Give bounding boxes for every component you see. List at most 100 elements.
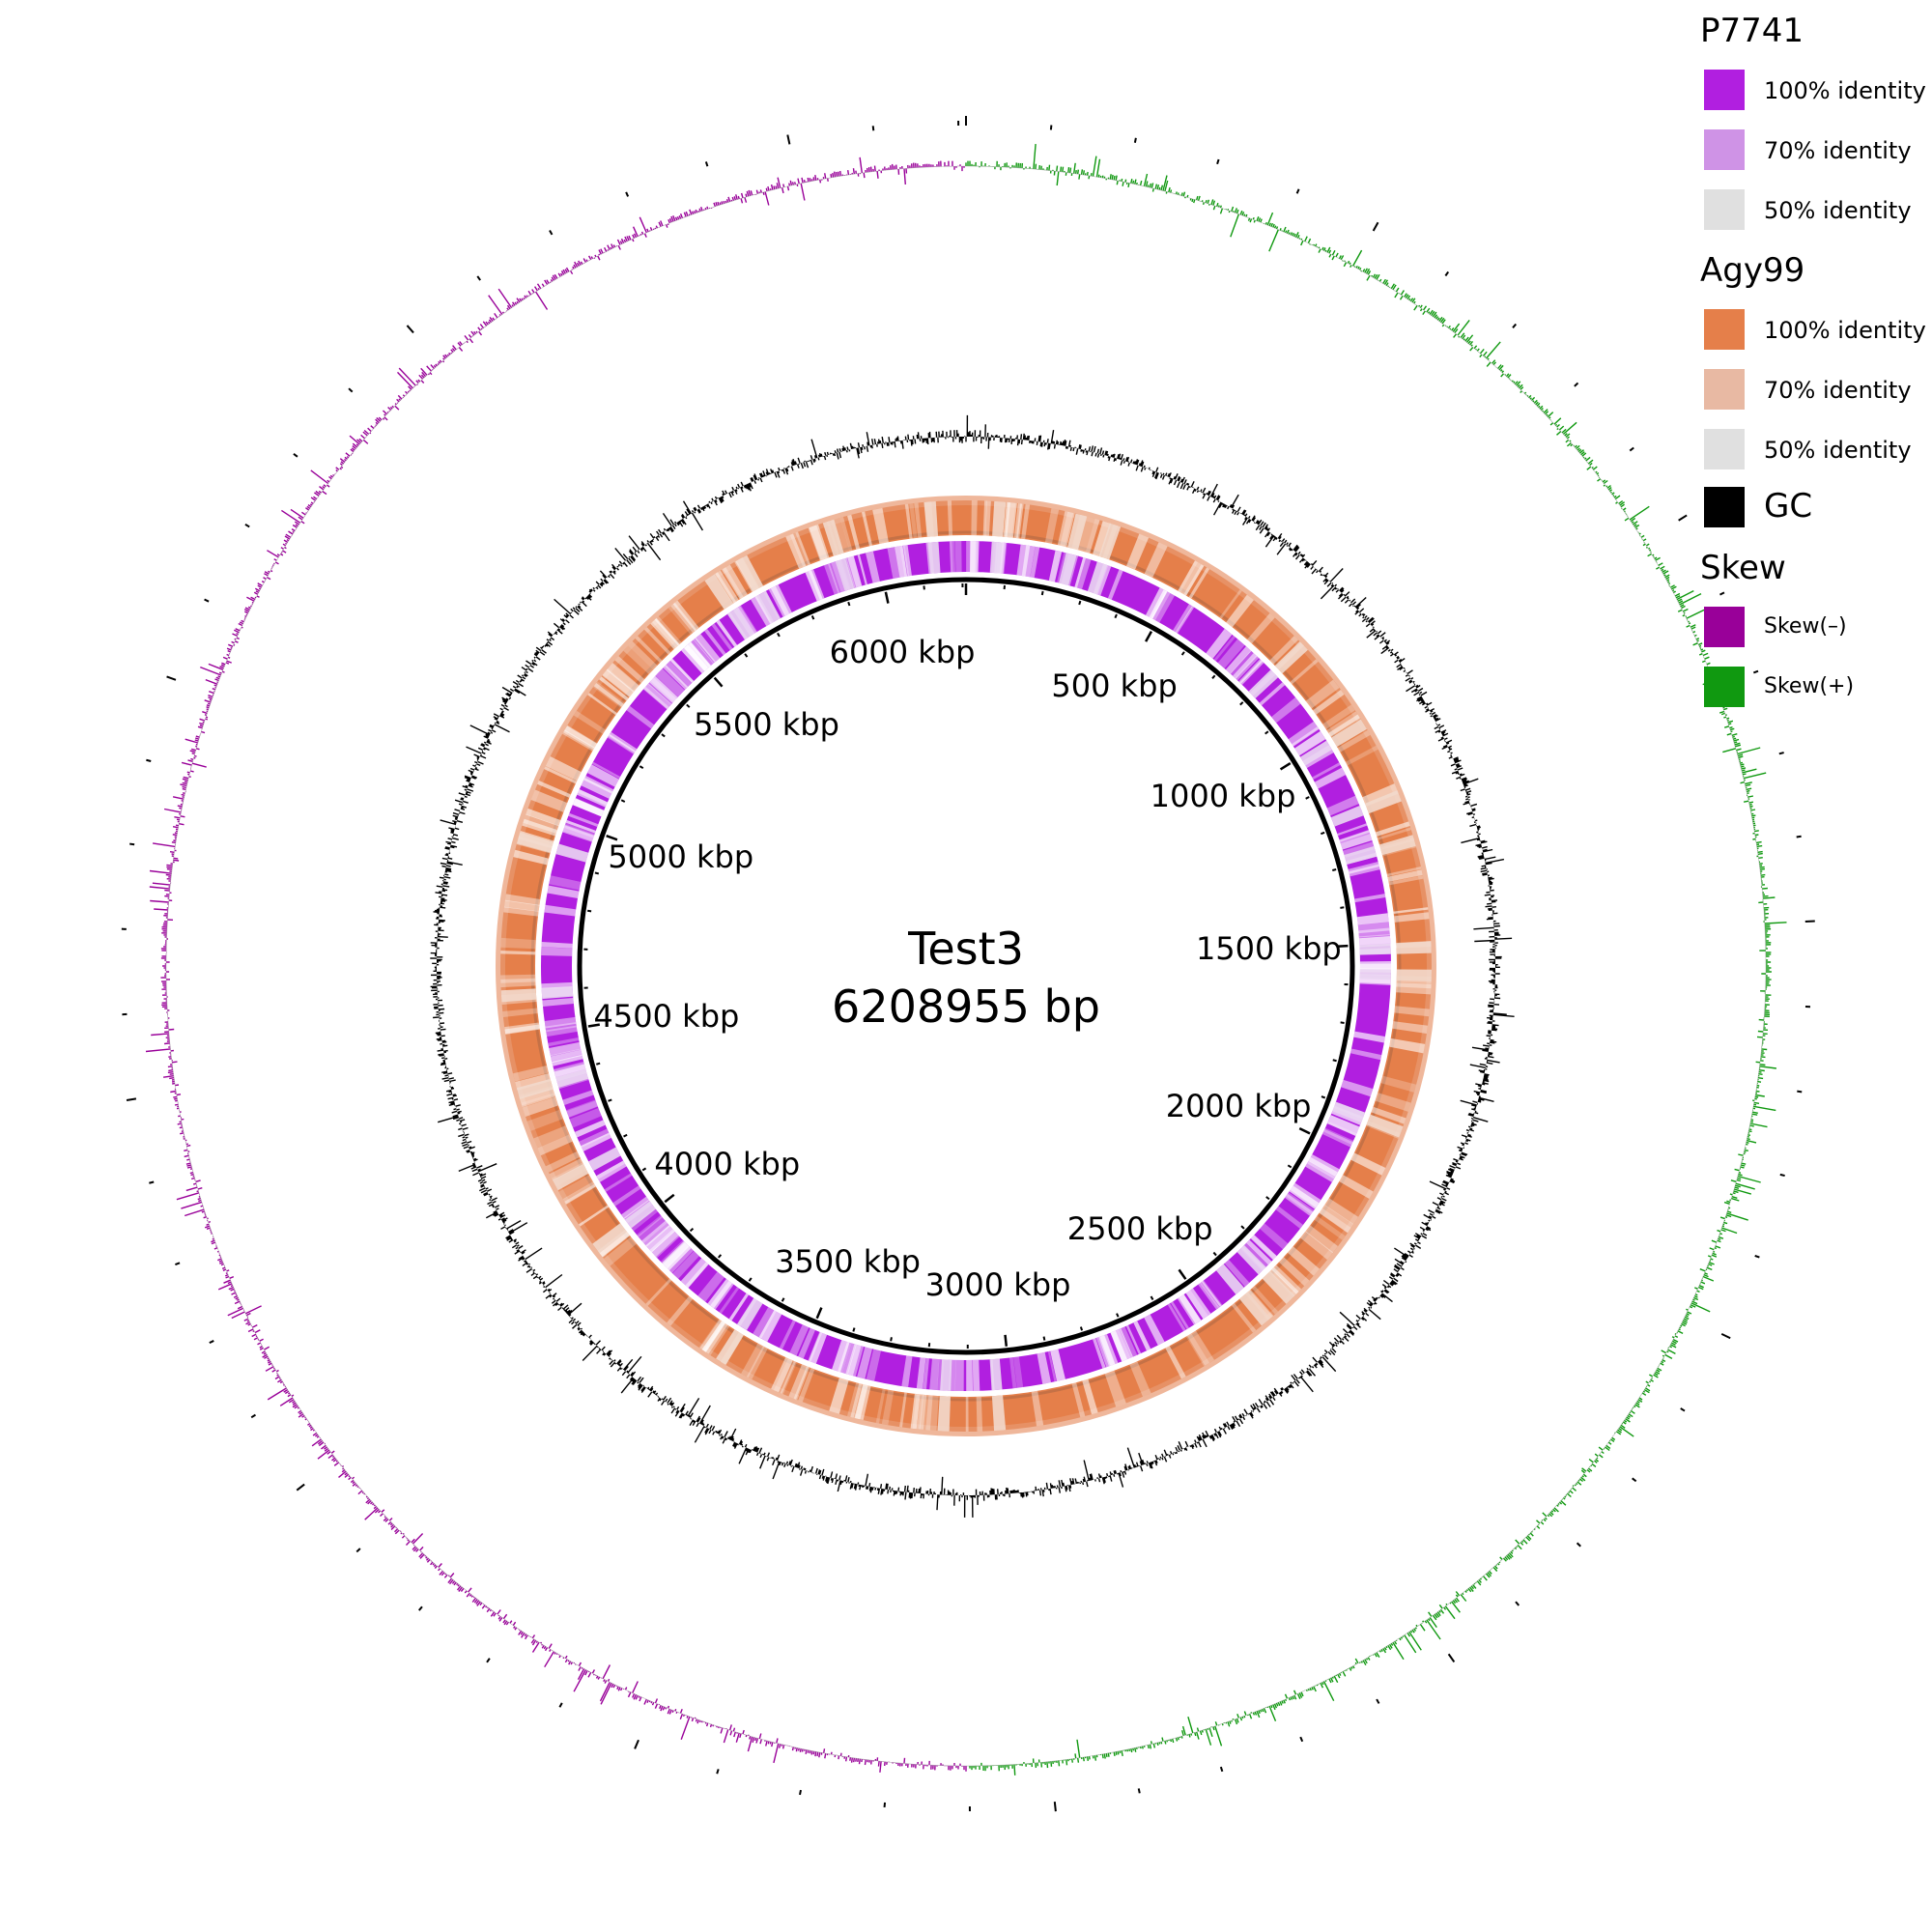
agy99-low-identity-stripe xyxy=(721,564,748,600)
agy99-low-identity-stripe xyxy=(519,1087,555,1106)
p7741-low-identity-stripe xyxy=(663,1241,692,1271)
tick-label: 6000 kbp xyxy=(829,634,976,671)
sequence-length: 6208955 bp xyxy=(832,980,1100,1033)
p7741-low-identity-stripe xyxy=(545,1022,577,1033)
agy99-low-identity-stripe xyxy=(1165,1346,1186,1379)
agy99-low-identity-stripe xyxy=(1345,745,1378,766)
agy99-low-identity-stripe xyxy=(1125,533,1150,570)
agy99-low-identity-stripe xyxy=(861,511,873,547)
outer-tick xyxy=(250,1413,256,1419)
agy99-gap xyxy=(1365,790,1402,814)
agy99-low-identity-stripe xyxy=(917,1394,927,1430)
inner-tick xyxy=(661,733,666,738)
outer-scale-ticks xyxy=(121,116,1815,1812)
p7741-gap xyxy=(1359,969,1391,980)
p7741-gap xyxy=(555,1068,589,1088)
inner-tick xyxy=(1240,1225,1245,1230)
outer-tick xyxy=(1632,1477,1637,1483)
agy99-low-identity-stripe xyxy=(614,656,645,684)
p7741-identity-ring xyxy=(541,541,1391,1391)
p7741-low-identity-stripe xyxy=(966,1359,974,1391)
inner-tick xyxy=(620,799,626,803)
agy99-low-identity-stripe xyxy=(500,978,536,988)
agy99-identity-outer-edge xyxy=(496,496,1436,1436)
agy99-low-identity-stripe xyxy=(1362,783,1399,807)
outer-tick xyxy=(1376,1698,1380,1704)
agy99-low-identity-stripe xyxy=(899,1392,907,1428)
agy99-low-identity-stripe xyxy=(785,533,807,569)
p7741-low-identity-stripe xyxy=(544,904,577,917)
p7741-low-identity-stripe xyxy=(1238,659,1264,684)
agy99-low-identity-stripe xyxy=(533,1125,570,1149)
legend-title-p7741: P7741 xyxy=(1700,12,1804,50)
backbone-ring xyxy=(577,577,1355,1355)
p7741-low-identity-stripe xyxy=(895,545,908,578)
agy99-gap xyxy=(516,1078,554,1099)
agy99-low-identity-stripe xyxy=(1300,1231,1334,1261)
p7741-low-identity-stripe xyxy=(716,619,738,647)
p7741-low-identity-stripe xyxy=(789,1324,810,1356)
agy99-low-identity-stripe xyxy=(593,682,624,707)
p7741-gap xyxy=(756,590,781,623)
agy99-low-identity-stripe xyxy=(1375,821,1410,837)
p7741-low-identity-stripe xyxy=(1356,913,1389,925)
agy99-low-identity-stripe xyxy=(1015,503,1024,539)
p7741-low-identity-stripe xyxy=(1037,1351,1052,1384)
p7741-low-identity-stripe xyxy=(621,1196,650,1219)
p7741-low-identity-stripe xyxy=(1308,1156,1338,1178)
agy99-low-identity-stripe xyxy=(650,618,680,650)
p7741-low-identity-stripe xyxy=(596,1160,627,1182)
agy99-low-identity-stripe xyxy=(537,781,571,798)
agy99-identity-inner-edge xyxy=(530,530,1402,1402)
p7741-low-identity-stripe xyxy=(1151,590,1176,623)
outer-tick xyxy=(549,230,554,236)
agy99-low-identity-stripe xyxy=(1231,1302,1257,1333)
p7741-low-identity-stripe xyxy=(572,798,605,817)
p7741-low-identity-stripe xyxy=(562,825,595,842)
p7741-low-identity-stripe xyxy=(647,677,677,705)
p7741-low-identity-stripe xyxy=(1323,1127,1354,1145)
agy99-low-identity-stripe xyxy=(606,663,639,693)
agy99-low-identity-stripe xyxy=(1279,1257,1310,1287)
p7741-gap xyxy=(1344,846,1378,865)
p7741-low-identity-stripe xyxy=(591,761,621,780)
p7741-low-identity-stripe xyxy=(562,823,595,841)
inner-tick xyxy=(689,1227,695,1233)
inner-scale-ticks xyxy=(583,583,1349,1350)
p7741-low-identity-stripe xyxy=(1093,1338,1106,1369)
agy99-low-identity-stripe xyxy=(1394,1006,1430,1017)
inner-tick xyxy=(1042,1336,1046,1341)
agy99-low-identity-stripe xyxy=(1319,1205,1354,1234)
agy99-low-identity-stripe xyxy=(602,668,636,697)
p7741-low-identity-stripe xyxy=(626,705,655,729)
p7741-low-identity-stripe xyxy=(1098,1335,1116,1367)
agy99-low-identity-stripe xyxy=(1082,1378,1098,1415)
agy99-low-identity-stripe xyxy=(564,725,597,749)
inner-tick xyxy=(1239,701,1244,706)
p7741-gap xyxy=(1359,943,1391,955)
agy99-low-identity-stripe xyxy=(573,710,607,734)
gc-content-trace xyxy=(430,414,1515,1518)
inner-tick xyxy=(1265,1196,1270,1201)
inner-tick xyxy=(641,1167,647,1172)
agy99-low-identity-stripe xyxy=(1377,827,1411,840)
outer-tick xyxy=(1216,158,1220,165)
p7741-low-identity-stripe xyxy=(1290,1182,1321,1208)
p7741-low-identity-stripe xyxy=(660,1239,689,1268)
tick-label: 2500 kbp xyxy=(1066,1209,1213,1247)
agy99-low-identity-stripe xyxy=(1305,1225,1338,1254)
inner-tick xyxy=(890,1337,893,1342)
outer-tick xyxy=(149,1180,155,1184)
agy99-low-identity-stripe xyxy=(1339,1175,1374,1200)
outer-tick xyxy=(1512,323,1518,328)
agy99-low-identity-stripe xyxy=(1144,542,1168,578)
agy99-low-identity-stripe xyxy=(1247,1289,1274,1319)
tick-label: 4500 kbp xyxy=(593,998,740,1036)
legend-swatch xyxy=(1704,607,1745,647)
inner-tick xyxy=(608,1098,612,1102)
p7741-low-identity-stripe xyxy=(1110,1330,1127,1362)
p7741-low-identity-stripe xyxy=(710,1280,734,1310)
inner-tick xyxy=(847,601,851,607)
p7741-low-identity-stripe xyxy=(1314,767,1347,789)
agy99-gap xyxy=(1067,513,1088,551)
